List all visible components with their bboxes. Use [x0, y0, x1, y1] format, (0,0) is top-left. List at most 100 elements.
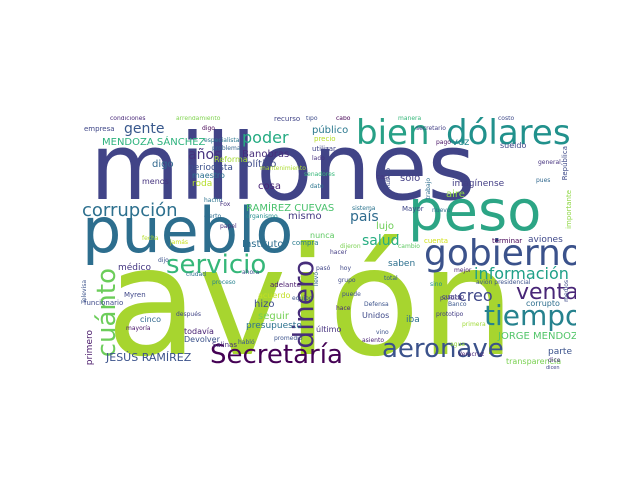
word-hablo: habló [238, 339, 255, 346]
word-ramirez-cuevas: RAMÍREZ CUEVAS [246, 203, 335, 214]
word-hacho: hacho [204, 197, 223, 204]
word-digo: digo [152, 159, 174, 170]
word-cabo: cabo [336, 116, 351, 122]
word-proceso: proceso [212, 279, 236, 286]
word-cierto: cierto [204, 213, 222, 220]
word-transparencia: transparencia [506, 357, 562, 366]
word-fecha: fecha [142, 235, 159, 242]
word-vez: vez [452, 137, 470, 148]
word-trabajo: trabajo [425, 178, 432, 200]
word-ultimo: último [316, 325, 342, 334]
word-pais: país [350, 209, 379, 225]
word-secretaria: Secretaría [210, 340, 343, 370]
word-cambio: cambio [398, 243, 420, 250]
word-servicio: servicio [166, 250, 267, 280]
word-lado: lado [312, 155, 325, 162]
word-senadores: senadores [304, 171, 335, 178]
word-asiento: asiento [362, 337, 384, 344]
word-peso: peso [408, 179, 542, 244]
word-roda: roda [192, 179, 213, 189]
word-solo: sólo [400, 173, 421, 184]
word-seguir: seguir [258, 311, 289, 322]
word-gobierno: gobierno [424, 233, 576, 274]
word-hoy: hoy [340, 265, 352, 272]
word-empresa: empresa [84, 125, 115, 133]
word-general: general [538, 159, 561, 166]
word-dice: dice [548, 357, 561, 364]
word-salud: salud [362, 233, 400, 249]
word-cuenta: cuenta [424, 237, 449, 245]
word-cosa: cosa [258, 181, 281, 192]
word-dicen: dicen [546, 365, 560, 371]
word-papel: papel [220, 223, 237, 230]
word-aviones: aviones [528, 235, 563, 245]
word-corrupcion: corrupción [82, 200, 178, 221]
word-condiciones: condiciones [110, 116, 146, 122]
word-dato: dato [310, 183, 324, 190]
word-mayor: Mayor [402, 205, 424, 213]
word-hacer: hacer [330, 249, 347, 256]
word-myren: Myren [124, 291, 146, 299]
word-mendoza-sanchez: MENDOZA SÁNCHEZ [102, 137, 206, 148]
word-anos: años [188, 147, 222, 163]
word-ahora: ahora [242, 269, 260, 276]
word-tipo: tipo [306, 116, 318, 122]
word-vino: vino [376, 329, 389, 336]
word-devolver: Devolver [184, 335, 220, 344]
word-corrupto: corrupto [526, 299, 560, 308]
word-instituto: Instituto [242, 239, 284, 250]
word-politico: político [240, 159, 277, 170]
word-adelante: adelante [270, 281, 301, 289]
word-pago: pago [436, 139, 451, 146]
word-medico: médico [118, 263, 151, 273]
word-gente: gente [124, 121, 165, 137]
word-terminar: terminar [492, 237, 523, 245]
word-imaginense: imagínense [452, 179, 505, 189]
word-compra: compra [292, 239, 319, 247]
word-nuevo: nuevo [432, 207, 451, 214]
word-dijeron: dijeron [340, 243, 361, 250]
word-parte: parte [548, 347, 572, 357]
word-equipo: equipo [292, 295, 313, 302]
word-rubalo: Rubalo [385, 168, 392, 189]
word-millones: millones [90, 116, 476, 221]
word-salinas: Salinas [212, 341, 237, 349]
word-sino: sino [430, 281, 443, 288]
word-despues: después [176, 311, 202, 318]
word-cuanto: cuánto [92, 268, 122, 358]
word-informacion: información [474, 264, 569, 283]
word-precio: precio [314, 135, 336, 143]
word-cuatro: cuatro [442, 293, 465, 301]
word-aeronave: aeronave [382, 334, 504, 364]
word-saben: saben [388, 259, 416, 269]
word-importante: importante [565, 190, 573, 229]
word-creo: creo [458, 286, 493, 305]
word-bien: bien [356, 116, 430, 153]
word-medios: medios [563, 280, 570, 302]
word-defensa: Defensa [364, 301, 389, 308]
word-nunca: nunca [310, 231, 335, 240]
word-fox: Fox [220, 201, 231, 208]
word-hace: hace [336, 305, 351, 312]
word-primero: primero [85, 330, 95, 366]
word-republica: República [561, 146, 569, 181]
word-grupo: grupo [338, 277, 356, 284]
word-utilizar: utilizar [312, 145, 336, 153]
word-dijo-small: digo [202, 125, 215, 132]
word-sistema: sistema [352, 205, 376, 212]
word-total: total [384, 275, 398, 282]
word-funcionario: funcionario [84, 299, 124, 307]
word-jesus-ramirez: JESÚS RAMÍREZ [106, 351, 192, 364]
word-problema: problema [212, 145, 241, 152]
word-recurso: recurso [274, 116, 301, 123]
word-pueblo: pueblo [82, 194, 294, 267]
word-mayoria: mayoría [126, 325, 151, 332]
word-llevo: llevó [313, 272, 320, 287]
word-politica: política [440, 295, 462, 302]
word-poder: poder [242, 128, 289, 147]
word-jorge-mendoza: JORGE MENDOZA [498, 331, 576, 342]
word-paso: pasó [316, 265, 331, 272]
word-dijo: dijo [158, 257, 169, 264]
word-primera: primera [462, 321, 486, 328]
word-dolares: dólares [446, 116, 571, 153]
